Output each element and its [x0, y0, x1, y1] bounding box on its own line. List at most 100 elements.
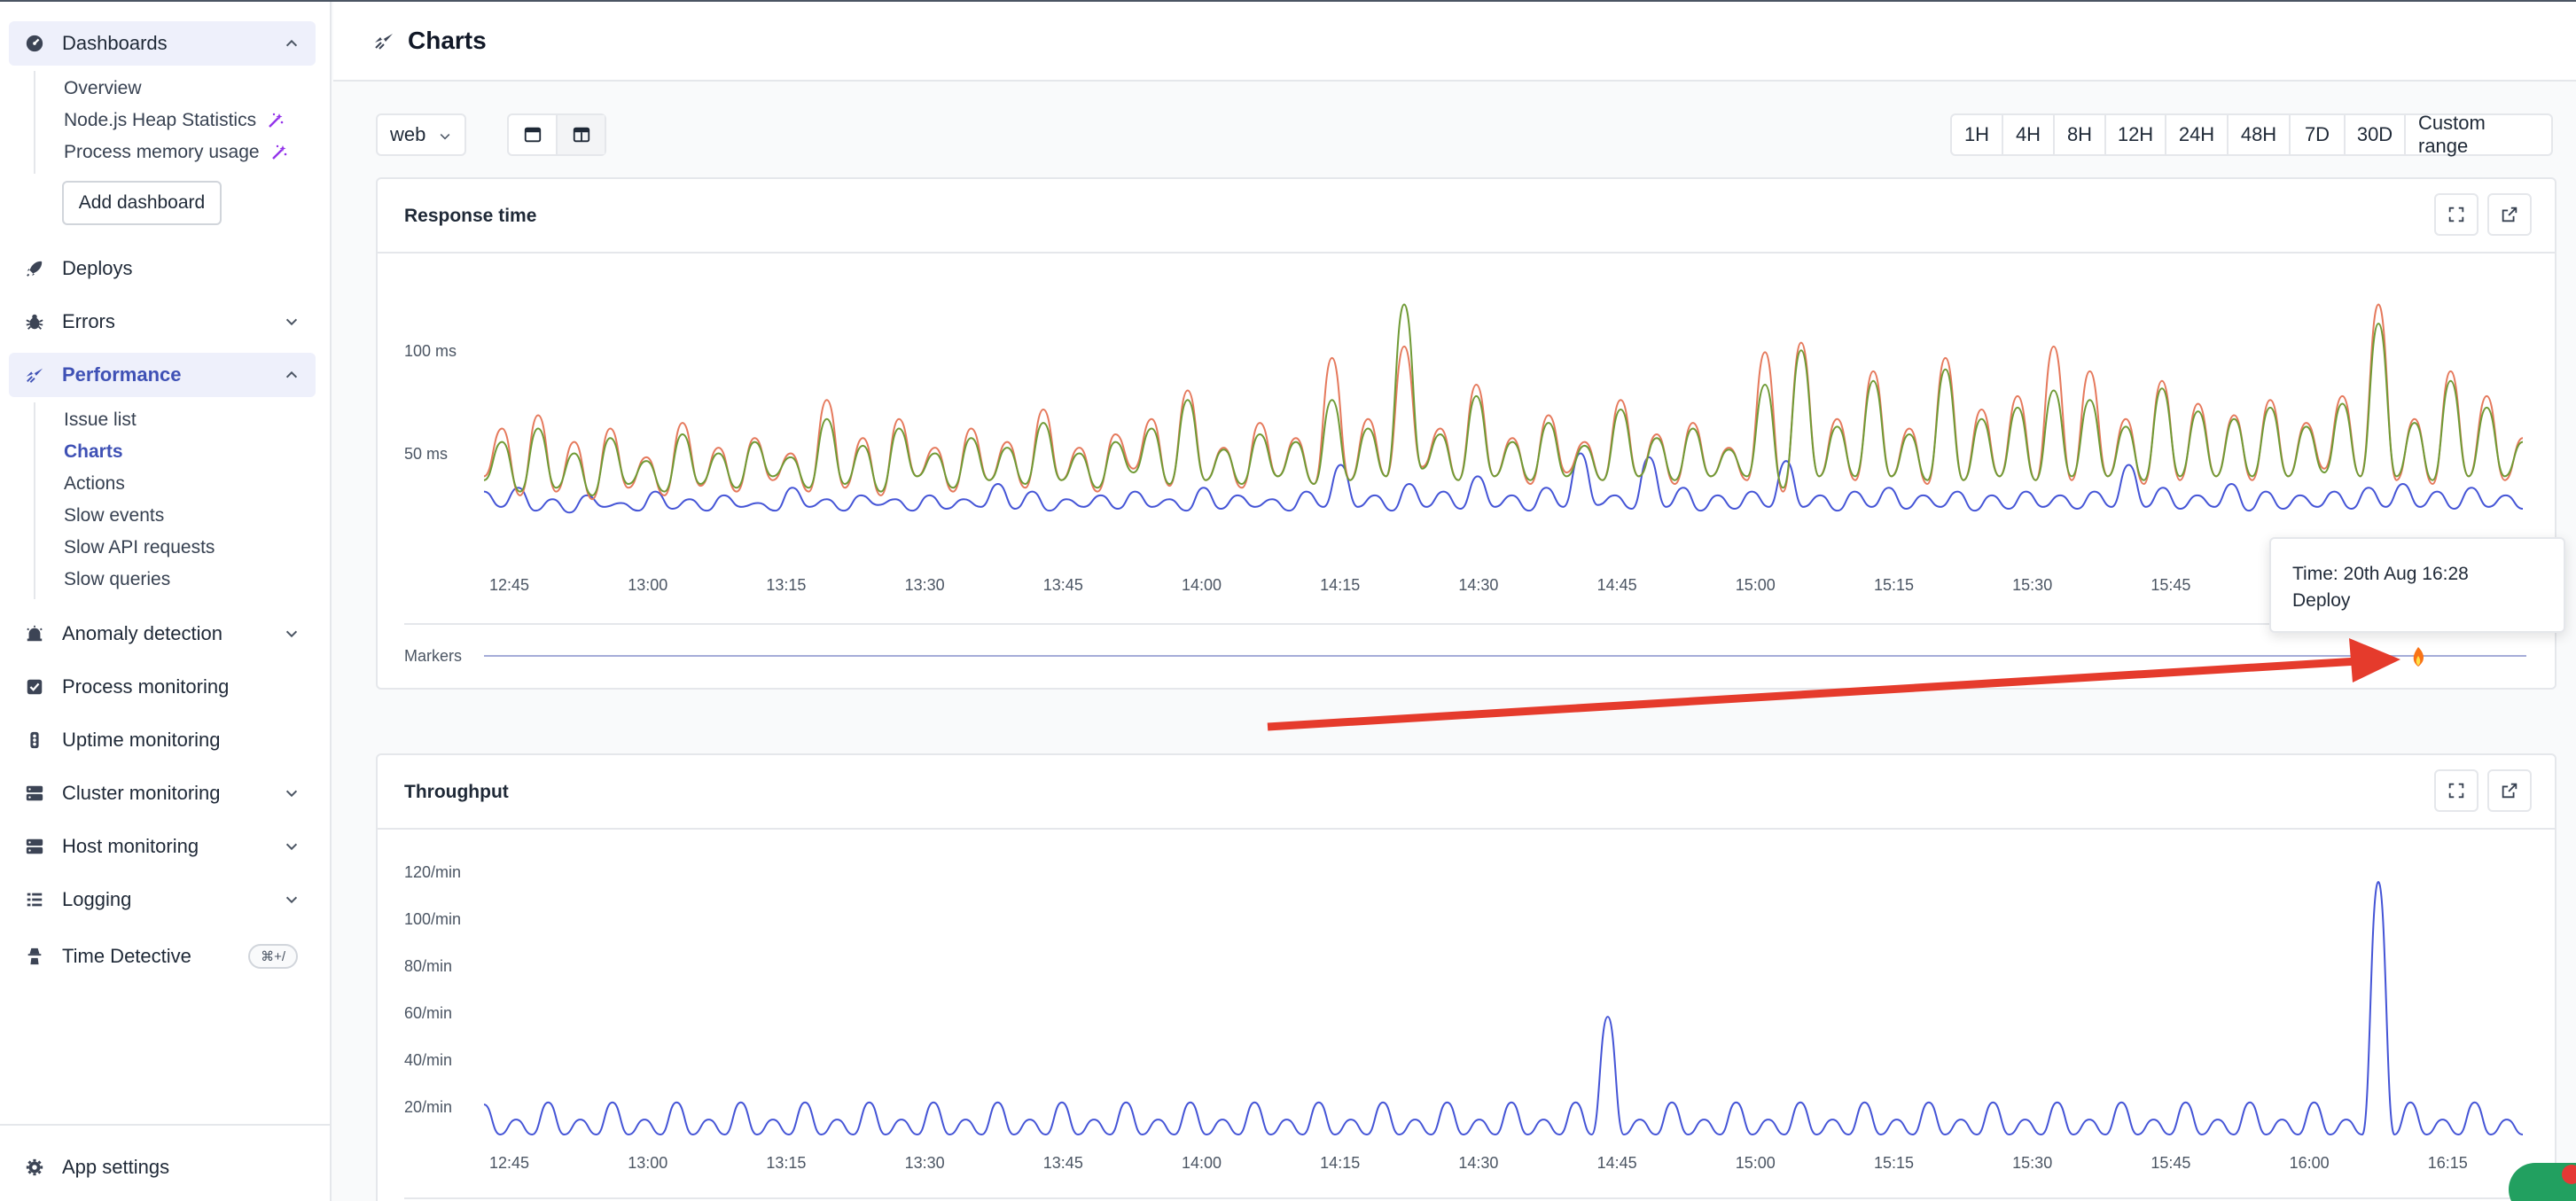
- sidebar-item-uptime-monitoring[interactable]: Uptime monitoring: [9, 718, 316, 762]
- open-external-button[interactable]: [2487, 193, 2532, 236]
- y-tick-label: 50 ms: [404, 445, 448, 463]
- traffic-light-icon: [30, 731, 39, 749]
- sidebar-item-cluster-monitoring[interactable]: Cluster monitoring: [9, 771, 316, 815]
- sidebar-subitem-overview[interactable]: Overview: [64, 78, 142, 98]
- chevron-up-icon[interactable]: [284, 35, 300, 51]
- y-tick-label: 40/min: [404, 1051, 452, 1069]
- sidebar-item-app-settings[interactable]: App settings: [9, 1145, 316, 1189]
- sidebar-item-performance[interactable]: Performance: [9, 353, 316, 397]
- single-column-layout-icon: [524, 127, 541, 143]
- x-tick-label: 13:15: [766, 1154, 806, 1172]
- x-tick-label: 13:00: [628, 576, 667, 594]
- sidebar-item-host-monitoring[interactable]: Host monitoring: [9, 824, 316, 869]
- response-time-chart[interactable]: 100 ms 50 ms 12:45 13:00 13:15 13:30 13:45 14:0…: [378, 179, 2555, 688]
- dashboards-subnav: Overview Node.js Heap Statistics Process…: [34, 71, 286, 174]
- x-tick-label: 13:30: [905, 1154, 945, 1172]
- server-icon: [26, 838, 43, 854]
- x-tick-label: 15:15: [1874, 1154, 1914, 1172]
- series-line-1[interactable]: [483, 303, 2524, 501]
- series-line-0[interactable]: [483, 880, 2524, 1136]
- sidebar-subitem-slow-events[interactable]: Slow events: [64, 505, 165, 526]
- external-link-icon: [2502, 783, 2517, 799]
- layout-two-column-button[interactable]: [556, 115, 605, 154]
- chevron-up-icon[interactable]: [284, 367, 300, 383]
- x-tick-label: 13:45: [1043, 1154, 1083, 1172]
- sidebar-subitem-slow-api-requests[interactable]: Slow API requests: [64, 537, 215, 558]
- sidebar-subitem-process-memory[interactable]: Process memory usage: [64, 142, 288, 163]
- sidebar-subitem-charts[interactable]: Charts: [64, 441, 123, 462]
- time-range-12h-button[interactable]: 12H: [2104, 115, 2165, 154]
- x-tick-label: 14:30: [1458, 1154, 1498, 1172]
- open-external-button[interactable]: [2487, 769, 2532, 812]
- time-range-48h-button[interactable]: 48H: [2227, 115, 2289, 154]
- sidebar-item-time-detective[interactable]: Time Detective ⌘+/: [9, 934, 316, 979]
- response-time-card: Response time 100 ms 50 ms 12:45 13:00 13:15…: [376, 177, 2556, 690]
- sidebar-subitem-issue-list[interactable]: Issue list: [64, 409, 137, 430]
- sidebar-item-process-monitoring[interactable]: Process monitoring: [9, 665, 316, 709]
- sidebar-item-label: Dashboards: [62, 32, 168, 54]
- fullscreen-button[interactable]: [2434, 193, 2478, 236]
- throughput-chart[interactable]: 120/min 100/min 80/min 60/min 40/min 20/min 12…: [378, 755, 2555, 1201]
- sidebar-subitem-node-heap[interactable]: Node.js Heap Statistics: [64, 110, 285, 131]
- chevron-down-icon[interactable]: [284, 314, 300, 330]
- sidebar: Dashboards Overview Node.js Heap Statist…: [0, 2, 332, 1201]
- sidebar-item-dashboards[interactable]: Dashboards: [9, 21, 316, 66]
- x-tick-label: 14:15: [1320, 576, 1360, 594]
- fullscreen-button[interactable]: [2434, 769, 2478, 812]
- time-range-7d-button[interactable]: 7D: [2289, 115, 2344, 154]
- page-header: Charts: [333, 2, 2576, 82]
- layout-single-column-button[interactable]: [509, 115, 556, 154]
- sidebar-item-deploys[interactable]: Deploys: [9, 246, 316, 291]
- sidebar-item-anomaly-detection[interactable]: Anomaly detection: [9, 612, 316, 656]
- y-tick-label: 100/min: [404, 910, 461, 928]
- sidebar-subitem-slow-queries[interactable]: Slow queries: [64, 569, 171, 589]
- time-range-24h-button[interactable]: 24H: [2165, 115, 2227, 154]
- alarm-bell-icon: [27, 625, 43, 642]
- sidebar-subitem-actions[interactable]: Actions: [64, 473, 125, 494]
- chevron-down-icon[interactable]: [284, 838, 300, 854]
- time-range-4h-button[interactable]: 4H: [2002, 115, 2053, 154]
- tooltip-label: Deploy: [2292, 590, 2351, 611]
- y-tick-label: 120/min: [404, 863, 461, 881]
- x-tick-label: 15:15: [1874, 576, 1914, 594]
- series-line-2[interactable]: [483, 303, 2524, 496]
- x-tick-label: 13:45: [1043, 576, 1083, 594]
- chevron-down-icon[interactable]: [284, 626, 300, 642]
- time-range-custom-button[interactable]: Custom range: [2404, 112, 2551, 157]
- y-tick-label: 20/min: [404, 1098, 452, 1116]
- x-tick-label: 16:00: [2290, 1154, 2330, 1172]
- time-range-selector: 1H 4H 8H 12H 24H 48H 7D 30D Custom range: [1950, 112, 2553, 157]
- magic-wand-icon: [271, 144, 286, 160]
- card-header-divider: [378, 252, 2555, 253]
- keyboard-shortcut-badge: ⌘+/: [248, 944, 298, 969]
- x-tick-label: 14:00: [1182, 576, 1222, 594]
- checkbox-icon: [27, 679, 43, 695]
- chevron-down-icon[interactable]: [284, 892, 300, 908]
- time-range-8h-button[interactable]: 8H: [2053, 115, 2104, 154]
- window-top-border: [0, 0, 2576, 2]
- x-tick-label: 13:30: [905, 576, 945, 594]
- chart-title: Response time: [404, 206, 537, 226]
- x-tick-label: 13:15: [766, 576, 806, 594]
- time-range-1h-button[interactable]: 1H: [1963, 123, 1990, 145]
- server-icon: [26, 785, 43, 801]
- add-dashboard-button[interactable]: Add dashboard: [62, 181, 222, 225]
- performance-icon: [375, 34, 393, 50]
- sidebar-item-logging[interactable]: Logging: [9, 877, 316, 922]
- sidebar-divider: [0, 1124, 330, 1126]
- series-line-0[interactable]: [483, 452, 2524, 514]
- x-tick-label: 15:45: [2151, 1154, 2190, 1172]
- x-tick-label: 15:30: [2012, 1154, 2052, 1172]
- tooltip-time: Time: 20th Aug 16:28: [2292, 564, 2469, 584]
- performance-icon: [26, 368, 43, 383]
- performance-subnav: Issue list Charts Actions Slow events Sl…: [34, 402, 215, 599]
- namespace-select[interactable]: web: [376, 113, 466, 156]
- chevron-down-icon[interactable]: [284, 785, 300, 801]
- deploy-marker-flame-icon[interactable]: [2413, 647, 2424, 667]
- time-range-30d-button[interactable]: 30D: [2344, 115, 2404, 154]
- expand-icon: [2448, 783, 2464, 799]
- x-tick-label: 15:00: [1736, 576, 1776, 594]
- dashboard-gauge-icon: [26, 35, 43, 52]
- sidebar-item-errors[interactable]: Errors: [9, 300, 316, 344]
- bug-icon: [26, 314, 43, 330]
